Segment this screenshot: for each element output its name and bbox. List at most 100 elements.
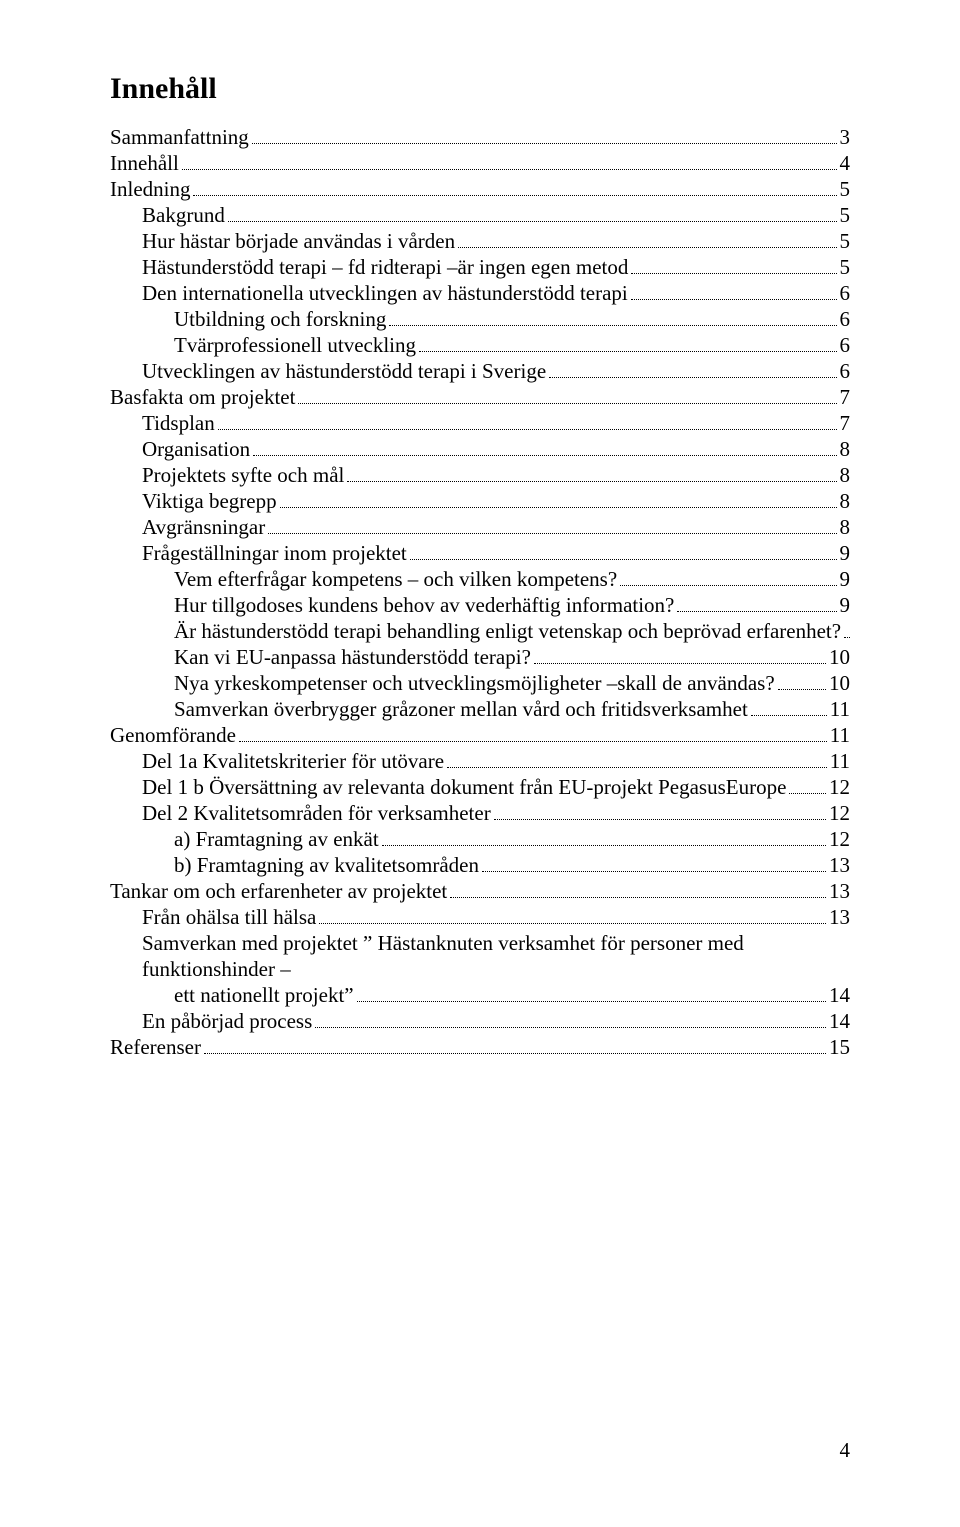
- toc-entry-label: Vem efterfrågar kompetens – och vilken k…: [174, 566, 617, 592]
- toc-entry-page: 11: [830, 722, 850, 748]
- toc-entry-page: 12: [829, 826, 850, 852]
- toc-entry: En påbörjad process 14: [110, 1008, 850, 1034]
- toc-entry: Den internationella utvecklingen av häst…: [110, 280, 850, 306]
- toc-entry-label: Från ohälsa till hälsa: [142, 904, 316, 930]
- toc-dots: [218, 412, 837, 430]
- toc-dots: [389, 308, 836, 326]
- toc-entry: Utbildning och forskning 6: [110, 306, 850, 332]
- toc-entry-page: 4: [840, 150, 851, 176]
- toc-entry-label: ett nationellt projekt”: [174, 982, 354, 1008]
- toc-entry-label: Kan vi EU-anpassa hästunderstödd terapi?: [174, 644, 531, 670]
- toc-entry-page: 11: [830, 748, 850, 774]
- toc-entry-label: Del 1a Kvalitetskriterier för utövare: [142, 748, 444, 774]
- toc-dots: [620, 568, 836, 586]
- toc-entry-label: Nya yrkeskompetenser och utvecklingsmöjl…: [174, 670, 775, 696]
- toc-dots: [315, 1010, 826, 1028]
- toc-entry-label: Organisation: [142, 436, 250, 462]
- toc-entry: Referenser 15: [110, 1034, 850, 1060]
- toc-entry-label: Bakgrund: [142, 202, 225, 228]
- toc-entry-page: 6: [840, 332, 851, 358]
- toc-entry-label: Frågeställningar inom projektet: [142, 540, 407, 566]
- toc-entry: a) Framtagning av enkät 12: [110, 826, 850, 852]
- toc-dots: [631, 282, 837, 300]
- toc-entry-label: Innehåll: [110, 150, 179, 176]
- toc-dots: [631, 256, 836, 274]
- toc-entry: Avgränsningar 8: [110, 514, 850, 540]
- toc-dots: [253, 438, 836, 456]
- toc-entry: Kan vi EU-anpassa hästunderstödd terapi?…: [110, 644, 850, 670]
- toc-entry: Tankar om och erfarenheter av projektet …: [110, 878, 850, 904]
- toc-entry-label: Del 1 b Översättning av relevanta dokume…: [142, 774, 786, 800]
- toc-dots: [447, 750, 827, 768]
- toc-dots: [778, 672, 826, 690]
- toc-entry-label: b) Framtagning av kvalitetsområden: [174, 852, 479, 878]
- toc-entry-page: 13: [829, 904, 850, 930]
- document-page: Innehåll Sammanfattning 3Innehåll 4Inled…: [0, 0, 960, 1527]
- toc-entry-label: Den internationella utvecklingen av häst…: [142, 280, 628, 306]
- toc-dots: [534, 646, 826, 664]
- toc-dots: [549, 360, 836, 378]
- toc-entry-label: Tankar om och erfarenheter av projektet: [110, 878, 447, 904]
- toc-entry: Sammanfattning 3: [110, 124, 850, 150]
- toc-dots: [751, 698, 827, 716]
- toc-entry: Innehåll 4: [110, 150, 850, 176]
- toc-entry: Utvecklingen av hästunderstödd terapi i …: [110, 358, 850, 384]
- toc-entry-page: 6: [840, 306, 851, 332]
- toc-entry-page: 8: [840, 436, 851, 462]
- toc-entry: Organisation 8: [110, 436, 850, 462]
- toc-entry: Från ohälsa till hälsa 13: [110, 904, 850, 930]
- toc-entry-label: Basfakta om projektet: [110, 384, 295, 410]
- toc-entry-page: 6: [840, 358, 851, 384]
- toc-entry-page: 9: [840, 566, 851, 592]
- toc-entry: Inledning 5: [110, 176, 850, 202]
- toc-entry-page: 14: [829, 982, 850, 1008]
- toc-entry-page: 15: [829, 1034, 850, 1060]
- toc-dots: [319, 906, 826, 924]
- toc-entry: Del 1 b Översättning av relevanta dokume…: [110, 774, 850, 800]
- toc-entry-page: 8: [840, 462, 851, 488]
- toc-entry: Hästunderstödd terapi – fd ridterapi –är…: [110, 254, 850, 280]
- toc-dots: [228, 204, 837, 222]
- toc-dots: [347, 464, 836, 482]
- toc-entry: Genomförande 11: [110, 722, 850, 748]
- toc-entry-label: Sammanfattning: [110, 124, 249, 150]
- toc-dots: [382, 828, 826, 846]
- toc-dots: [298, 386, 836, 404]
- toc-entry: Del 1a Kvalitetskriterier för utövare 11: [110, 748, 850, 774]
- toc-entry: Viktiga begrepp 8: [110, 488, 850, 514]
- toc-entry-page: 5: [840, 202, 851, 228]
- toc-entry: Nya yrkeskompetenser och utvecklingsmöjl…: [110, 670, 850, 696]
- toc-dots: [844, 620, 850, 638]
- toc-entry-page: 13: [829, 878, 850, 904]
- toc-entry-label: a) Framtagning av enkät: [174, 826, 379, 852]
- toc-dots: [450, 880, 826, 898]
- toc-entry-page: 8: [840, 514, 851, 540]
- toc-dots: [789, 776, 826, 794]
- toc-dots: [458, 230, 836, 248]
- toc-entry: Hur tillgodoses kundens behov av vederhä…: [110, 592, 850, 618]
- toc-dots: [204, 1036, 826, 1054]
- toc-entry-label: Hur hästar började användas i vården: [142, 228, 455, 254]
- toc-entry-label: Del 2 Kvalitetsområden för verksamheter: [142, 800, 491, 826]
- toc-list: Sammanfattning 3Innehåll 4Inledning 5Bak…: [110, 124, 850, 1060]
- toc-dots: [280, 490, 837, 508]
- toc-entry-label: Viktiga begrepp: [142, 488, 277, 514]
- toc-entry-label: Inledning: [110, 176, 190, 202]
- toc-dots: [239, 724, 827, 742]
- toc-entry-label: Projektets syfte och mål: [142, 462, 344, 488]
- toc-entry: Är hästunderstödd terapi behandling enli…: [110, 618, 850, 644]
- toc-entry-page: 6: [840, 280, 851, 306]
- toc-dots: [268, 516, 836, 534]
- toc-entry-label: Är hästunderstödd terapi behandling enli…: [174, 618, 841, 644]
- toc-entry-page: 11: [830, 696, 850, 722]
- toc-entry: Bakgrund 5: [110, 202, 850, 228]
- toc-entry: ett nationellt projekt” 14: [110, 982, 850, 1008]
- toc-entry-label: Utvecklingen av hästunderstödd terapi i …: [142, 358, 546, 384]
- toc-entry-page: 9: [840, 540, 851, 566]
- toc-entry-page: 13: [829, 852, 850, 878]
- toc-entry-label: Referenser: [110, 1034, 201, 1060]
- toc-dots: [419, 334, 836, 352]
- toc-entry-label: Hästunderstödd terapi – fd ridterapi –är…: [142, 254, 628, 280]
- toc-entry: Hur hästar började användas i vården 5: [110, 228, 850, 254]
- toc-entry: Samverkan överbrygger gråzoner mellan vå…: [110, 696, 850, 722]
